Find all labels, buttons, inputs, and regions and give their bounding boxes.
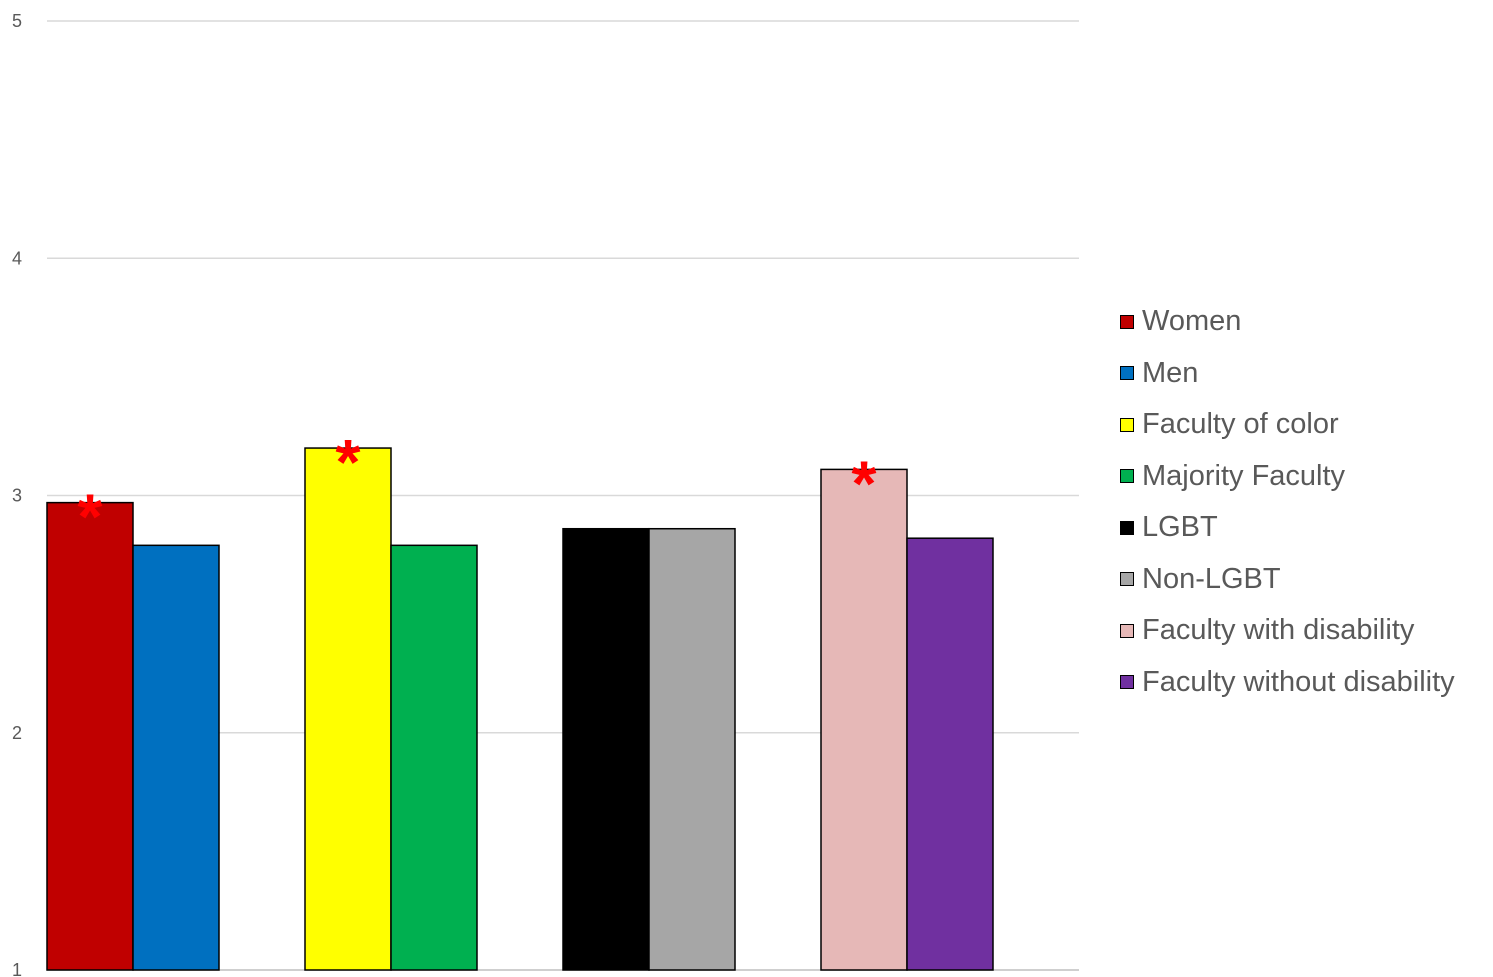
legend-item: Non-LGBT <box>1120 554 1492 606</box>
y-tick-label: 2 <box>12 723 22 743</box>
bar-women <box>46 501 134 971</box>
bar-faculty-with-disability <box>820 468 908 971</box>
y-tick-label: 1 <box>12 960 22 977</box>
legend-item: Faculty with disability <box>1120 605 1492 657</box>
legend-label: Faculty without disability <box>1142 665 1455 698</box>
legend-item: Majority Faculty <box>1120 451 1492 503</box>
bar-men <box>132 544 220 971</box>
legend-label: Men <box>1142 356 1199 389</box>
legend-item: LGBT <box>1120 502 1492 554</box>
legend-item: Men <box>1120 348 1492 400</box>
y-axis-ticks: 1 2 3 4 5 <box>12 11 22 977</box>
y-tick-label: 5 <box>12 11 22 31</box>
bars <box>46 447 994 971</box>
y-tick-label: 3 <box>12 486 22 506</box>
legend-swatch <box>1120 314 1134 329</box>
legend-swatch <box>1120 366 1134 381</box>
legend-swatch <box>1120 417 1134 432</box>
legend-label: Non-LGBT <box>1142 562 1281 595</box>
legend-item: Faculty of color <box>1120 399 1492 451</box>
legend-label: Majority Faculty <box>1142 459 1346 492</box>
legend-label: LGBT <box>1142 511 1218 544</box>
legend-label: Faculty with disability <box>1142 614 1415 647</box>
legend: Women Men Faculty of color Majority Faculty… <box>1120 296 1492 708</box>
legend-label: Faculty of color <box>1142 408 1339 441</box>
bar-chart: 1 2 3 4 5 * * * <box>12 11 1079 977</box>
bar-faculty-without-disability <box>906 537 994 971</box>
legend-swatch <box>1120 520 1134 535</box>
bar-majority-faculty <box>390 544 478 971</box>
significance-markers: * * * <box>78 426 877 553</box>
legend-swatch <box>1120 469 1134 484</box>
y-tick-label: 4 <box>12 248 22 268</box>
legend-item: Women <box>1120 296 1492 348</box>
bar-lgbt <box>562 527 650 971</box>
bar-non-lgbt <box>648 527 736 971</box>
legend-item: Faculty without disability <box>1120 657 1492 709</box>
legend-swatch <box>1120 572 1134 587</box>
significance-asterisk: * <box>852 447 877 519</box>
significance-asterisk: * <box>336 426 361 498</box>
bar-faculty-of-color <box>304 447 392 971</box>
significance-asterisk: * <box>78 481 103 553</box>
legend-label: Women <box>1142 305 1242 338</box>
legend-swatch <box>1120 623 1134 638</box>
legend-swatch <box>1120 675 1134 690</box>
